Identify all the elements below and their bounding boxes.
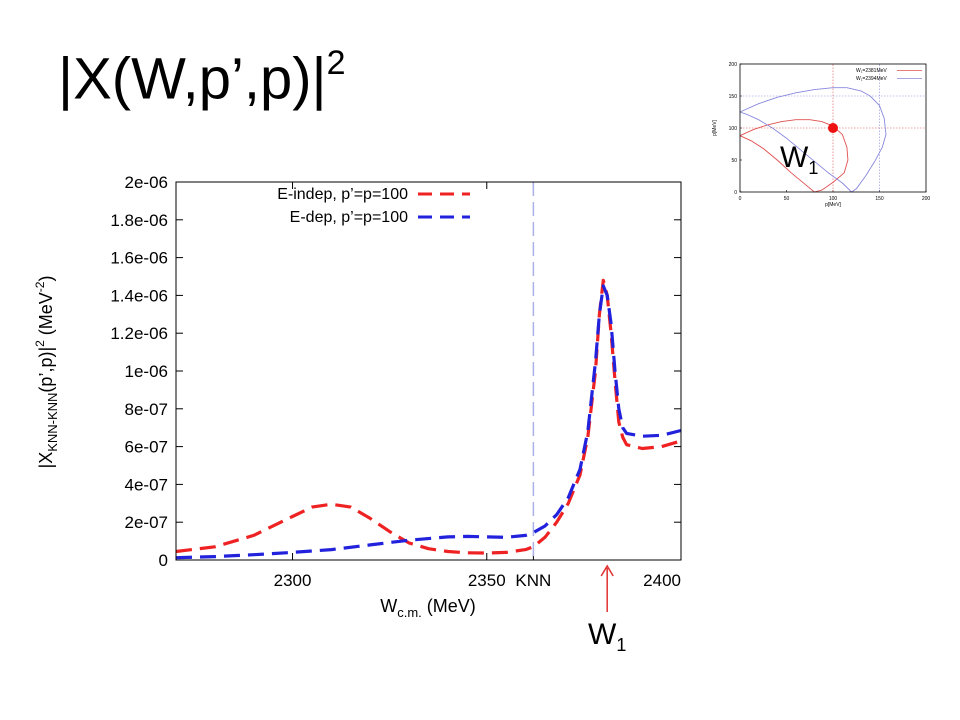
- y-tick-label: 1.8e-06: [110, 211, 168, 230]
- inset-y-tick-label: 100: [729, 126, 738, 132]
- inset-series-group: [739, 87, 887, 193]
- x-axis-ticks: 2300 2350 KNN 2400: [274, 182, 682, 590]
- inset-curve-2381: [739, 119, 849, 193]
- inset-x-tick-label: 100: [829, 196, 838, 202]
- y-tick-label: 1.2e-06: [110, 324, 168, 343]
- x-tick-label: 2400: [643, 571, 681, 590]
- legend-label-e-dep: E-dep, p’=p=100: [290, 209, 408, 226]
- w1-marker-label: W1: [588, 618, 627, 655]
- slide-title: |X(W,p’,p)|2: [58, 46, 346, 108]
- slide-title-text: |X(W,p’,p)|: [58, 46, 327, 112]
- x-tick-label: KNN: [515, 571, 551, 590]
- legend-label-e-indep: E-indep, p’=p=100: [277, 186, 408, 203]
- inset-plot-frame: [739, 63, 927, 193]
- inset-y-axis-label: p[MeV]: [712, 119, 718, 135]
- legend: E-indep, p’=p=100 E-dep, p’=p=100: [277, 186, 470, 226]
- x-axis-label: Wc.m. (MeV): [380, 596, 476, 620]
- inset-marker-point: [828, 123, 838, 133]
- inset-x-tick-label: 150: [875, 196, 884, 202]
- slide-title-superscript: 2: [326, 44, 346, 82]
- w1-arrow-head: [600, 564, 614, 577]
- inset-chart: 0 50 100 150 200 0 50 100 150 200 W₁=2381MeV W₁=2…: [712, 62, 931, 208]
- y-axis-ticks: 0 2e-07 4e-07 6e-07 8e-07 1e-06 1.2e-06 1.4e-06…: [110, 173, 681, 570]
- series-line-e-indep: [175, 278, 682, 555]
- y-axis-label: |XKNN-KNN(p’,p)|2 (MeV-2): [33, 276, 60, 469]
- inset-legend-label-2381: W₁=2381MeV: [856, 68, 887, 74]
- plot-frame: [175, 181, 682, 561]
- y-tick-label: 1e-06: [125, 362, 168, 381]
- y-tick-label: 1.4e-06: [110, 286, 168, 305]
- inset-x-tick-label: 200: [922, 196, 931, 202]
- inset-y-tick-label: 200: [729, 62, 738, 68]
- inset-y-tick-label: 50: [731, 158, 737, 164]
- inset-x-tick-label: 0: [739, 196, 742, 202]
- y-tick-label: 6e-07: [125, 438, 168, 457]
- y-tick-label: 2e-06: [125, 173, 168, 192]
- inset-x-axis-label: p[MeV]: [825, 202, 841, 208]
- inset-curve-2394: [739, 87, 887, 193]
- inset-y-tick-label: 0: [734, 190, 737, 196]
- x-tick-label: 2350: [468, 571, 506, 590]
- y-tick-label: 2e-07: [125, 513, 168, 532]
- series-group: [175, 278, 682, 560]
- inset-legend-label-2394: W₁=2394MeV: [856, 76, 887, 82]
- inset-axis-ticks: 0 50 100 150 200 0 50 100 150 200: [729, 62, 931, 202]
- y-tick-label: 0: [159, 551, 168, 570]
- inset-x-tick-label: 50: [784, 196, 790, 202]
- series-line-e-dep: [175, 284, 682, 560]
- y-tick-label: 4e-07: [125, 475, 168, 494]
- inset-y-tick-label: 150: [729, 94, 738, 100]
- w1-arrow: [600, 564, 614, 612]
- inset-w1-label: W1: [780, 141, 819, 178]
- inset-legend: W₁=2381MeV W₁=2394MeV: [856, 68, 922, 82]
- x-tick-label: 2300: [274, 571, 312, 590]
- y-tick-label: 1.6e-06: [110, 249, 168, 268]
- y-tick-label: 8e-07: [125, 400, 168, 419]
